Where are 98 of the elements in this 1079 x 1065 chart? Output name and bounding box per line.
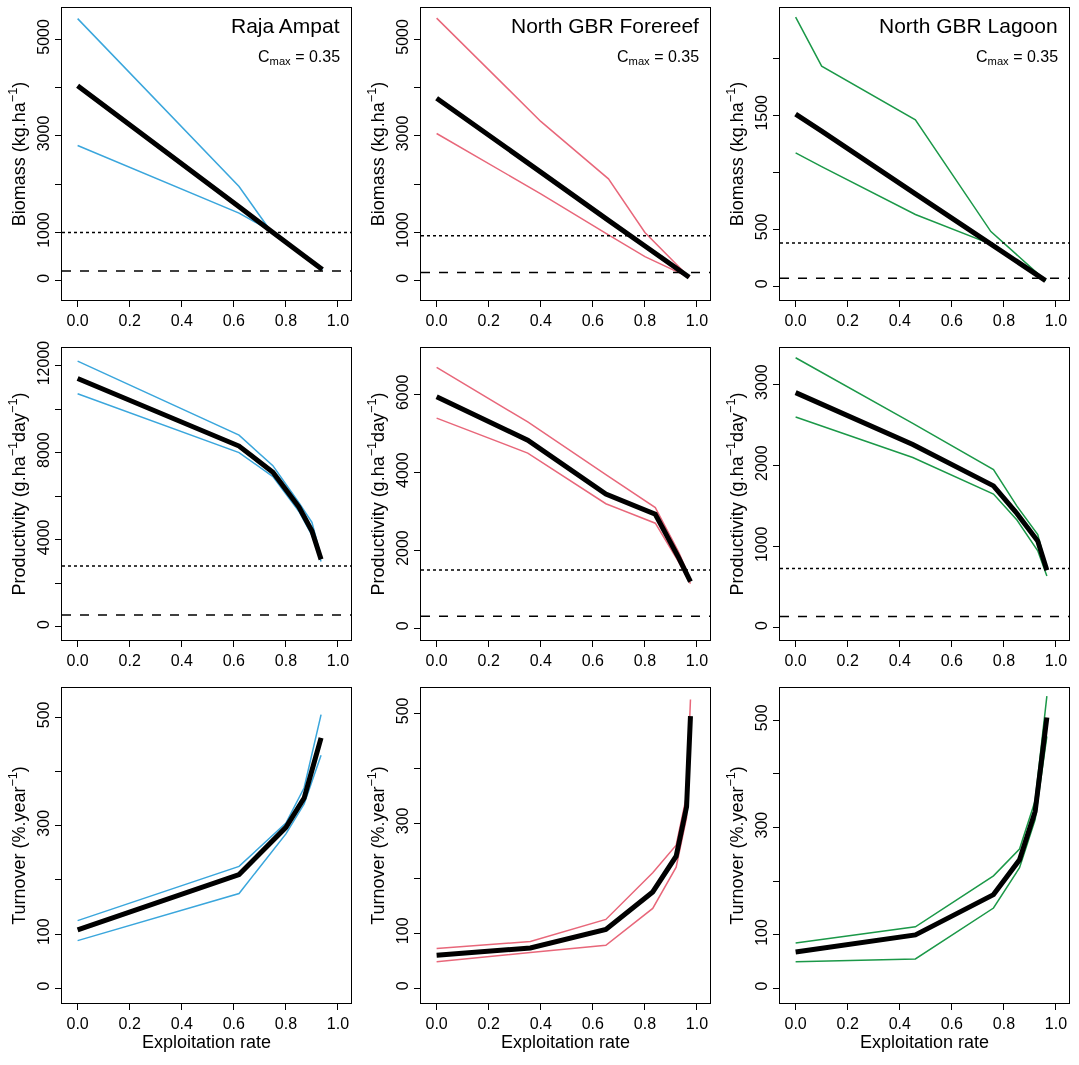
x-tick-label: 0.8 [633, 312, 657, 330]
y-tick-label: 0 [393, 981, 411, 991]
annotation: North GBR Forereef [511, 14, 700, 37]
y-tick-label: 8000 [34, 432, 52, 468]
x-axis-title: Exploitation rate [141, 1032, 272, 1053]
x-tick-label: 0.0 [425, 312, 448, 330]
y-tick-label: 0 [34, 273, 52, 283]
x-tick-label: 0.8 [274, 312, 298, 330]
x-tick-label: 0.6 [581, 312, 605, 330]
y-tick-label: 0 [34, 619, 52, 629]
x-tick-label: 0.8 [274, 1015, 298, 1033]
x-tick-label: 0.6 [222, 312, 246, 330]
y-tick-label: 0 [34, 981, 52, 991]
x-tick-label: 0.4 [170, 1015, 193, 1033]
x-tick-label: 0.0 [66, 312, 89, 330]
annotation: North GBR Lagoon [879, 14, 1058, 37]
y-tick-label: 1000 [393, 212, 411, 248]
y-tick-label: 500 [752, 213, 770, 241]
x-tick-label: 0.4 [529, 652, 552, 670]
x-tick-label: 0.0 [425, 652, 448, 670]
y-tick-label: 2000 [752, 445, 770, 482]
y-tick-label: 500 [34, 701, 52, 729]
y-tick-label: 5000 [34, 19, 52, 55]
x-tick-label: 0.8 [274, 652, 298, 670]
y-tick-label: 3000 [393, 115, 411, 152]
x-tick-label: 0.6 [222, 652, 246, 670]
x-tick-label: 0.2 [836, 312, 859, 330]
annotation: C$_{max}$ = 0.35 [258, 48, 341, 68]
x-tick-label: 0.0 [66, 1015, 89, 1033]
x-tick-label: 0.2 [836, 652, 859, 670]
y-tick-label: 500 [752, 704, 770, 732]
y-tick-label: 12000 [34, 340, 52, 386]
x-tick-label: 0.4 [529, 1015, 552, 1033]
y-tick-label: 2000 [393, 530, 411, 566]
y-tick-label: 0 [752, 981, 770, 991]
x-tick-label: 0.0 [784, 312, 807, 330]
annotation: Raja Ampat [231, 14, 340, 37]
annotation: C$_{max}$ = 0.35 [617, 48, 700, 68]
x-tick-label: 0.0 [66, 652, 89, 670]
x-tick-label: 1.0 [1044, 652, 1068, 670]
y-tick-label: 0 [393, 273, 411, 283]
y-tick-label: 1000 [752, 526, 770, 563]
x-tick-label: 1.0 [326, 1015, 350, 1033]
y-tick-label: 300 [393, 807, 411, 835]
y-tick-label: 0 [393, 621, 411, 631]
x-tick-label: 0.6 [222, 1015, 246, 1033]
x-tick-label: 1.0 [326, 312, 350, 330]
x-tick-label: 0.0 [784, 1015, 807, 1033]
x-tick-label: 0.4 [170, 652, 193, 670]
x-tick-label: 0.4 [170, 312, 193, 330]
y-tick-label: 0 [752, 620, 770, 630]
y-tick-label: 4000 [34, 519, 52, 556]
x-tick-label: 0.6 [581, 652, 605, 670]
y-tick-label: 5000 [393, 19, 411, 55]
y-tick-label: 300 [752, 811, 770, 839]
x-tick-label: 0.6 [940, 312, 964, 330]
x-tick-label: 0.8 [992, 652, 1016, 670]
y-tick-label: 500 [393, 697, 411, 725]
y-tick-label: 4000 [393, 452, 411, 488]
x-axis-title: Exploitation rate [500, 1032, 631, 1053]
y-tick-label: 0 [752, 279, 770, 289]
x-tick-label: 0.4 [888, 312, 911, 330]
x-tick-label: 0.6 [940, 1015, 964, 1033]
y-tick-label: 100 [393, 917, 411, 945]
y-tick-label: 300 [34, 809, 52, 837]
x-tick-label: 0.4 [529, 312, 552, 330]
x-tick-label: 0.2 [836, 1015, 859, 1033]
x-tick-label: 0.6 [940, 652, 964, 670]
x-tick-label: 0.2 [477, 312, 500, 330]
y-tick-label: 3000 [34, 115, 52, 152]
x-tick-label: 0.6 [581, 1015, 605, 1033]
x-tick-label: 1.0 [1044, 1015, 1068, 1033]
x-axis-title: Exploitation rate [859, 1032, 990, 1053]
y-tick-label: 1000 [34, 212, 52, 248]
y-tick-label: 100 [34, 918, 52, 946]
y-tick-label: 100 [752, 919, 770, 946]
x-tick-label: 1.0 [326, 652, 350, 670]
x-tick-label: 0.2 [118, 1015, 141, 1033]
x-tick-label: 0.0 [784, 652, 807, 670]
x-tick-label: 0.4 [888, 652, 911, 670]
x-tick-label: 1.0 [685, 312, 709, 330]
x-tick-label: 0.0 [425, 1015, 448, 1033]
x-tick-label: 1.0 [1044, 312, 1068, 330]
x-tick-label: 0.8 [992, 312, 1016, 330]
x-tick-label: 0.8 [633, 652, 657, 670]
annotation: C$_{max}$ = 0.35 [976, 48, 1059, 68]
x-tick-label: 1.0 [685, 1015, 709, 1033]
y-tick-label: 3000 [752, 364, 770, 400]
x-tick-label: 0.2 [118, 312, 141, 330]
x-tick-label: 1.0 [685, 652, 709, 670]
x-tick-label: 0.8 [633, 1015, 657, 1033]
y-tick-label: 1500 [752, 94, 770, 131]
x-tick-label: 0.2 [477, 652, 500, 670]
x-tick-label: 0.4 [888, 1015, 911, 1033]
x-tick-label: 0.2 [477, 1015, 500, 1033]
x-tick-label: 0.2 [118, 652, 141, 670]
y-tick-label: 6000 [393, 374, 411, 411]
x-tick-label: 0.8 [992, 1015, 1016, 1033]
